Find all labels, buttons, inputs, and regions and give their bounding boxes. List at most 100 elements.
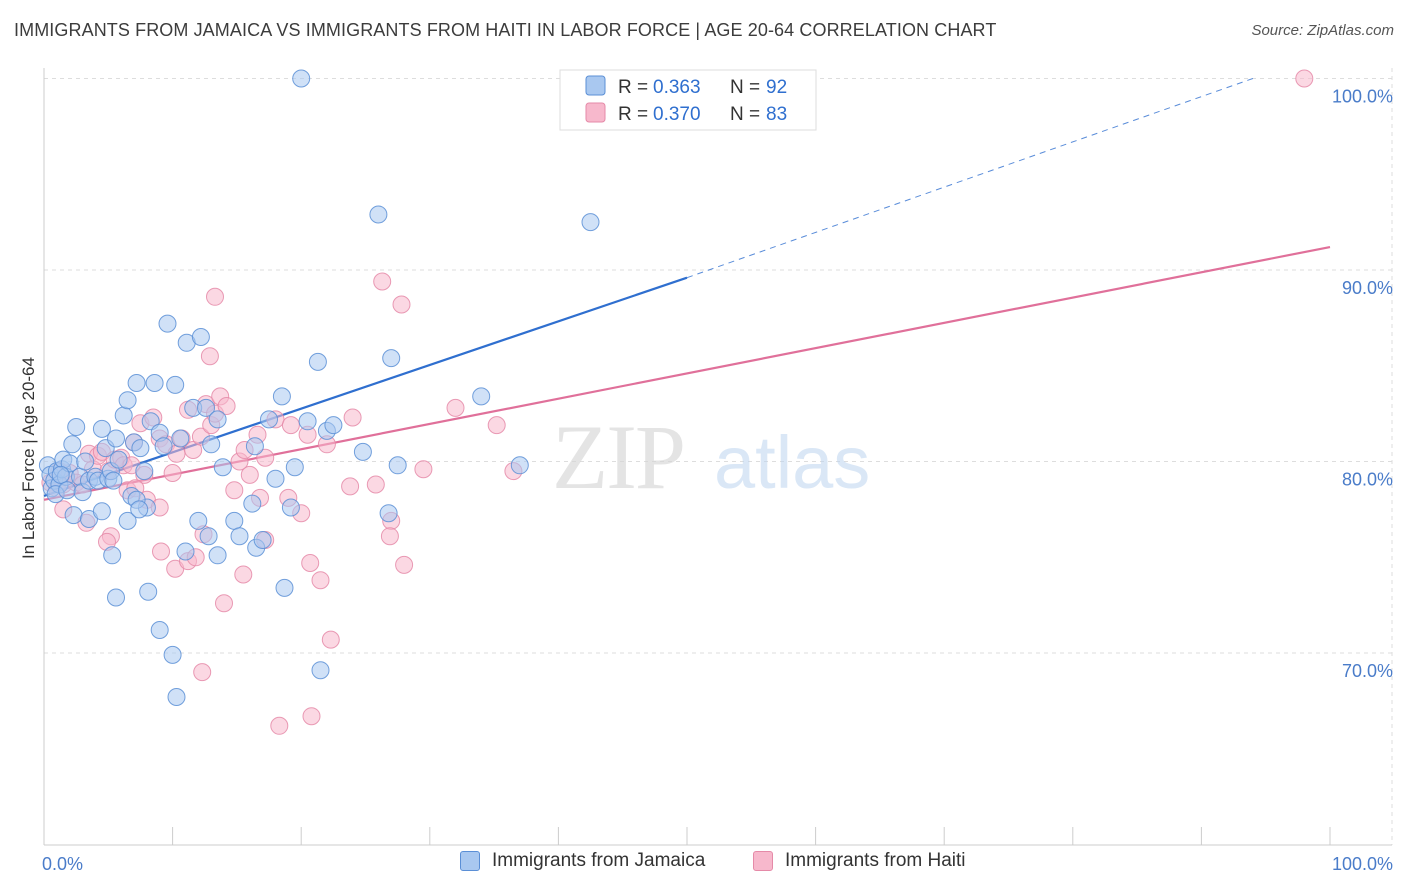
point-jamaica [135,462,154,481]
point-haiti [395,555,414,574]
point-jamaica [92,502,111,521]
x-tick-label-min: 0.0% [42,854,83,874]
point-jamaica [150,621,169,639]
point-jamaica [171,429,190,448]
point-jamaica [272,387,291,406]
legend-swatch-haiti [585,102,606,123]
y-tick-label: 100.0% [1332,87,1393,107]
legend-item-haiti[interactable]: Immigrants from Haiti [753,850,966,872]
point-haiti [225,481,244,500]
legend-swatch [753,851,773,871]
legend-r-label-jamaica: R = [618,77,648,98]
legend-item-jamaica[interactable]: Immigrants from Jamaica [460,850,705,872]
point-haiti [281,416,300,435]
y-tick-label: 80.0% [1342,470,1393,490]
point-jamaica [76,452,95,471]
trend-lines [43,78,1331,501]
trend-line-jamaica [43,276,688,498]
point-haiti [206,287,224,306]
legend-n-value-haiti: 83 [766,104,787,125]
point-jamaica [197,398,215,417]
point-jamaica [63,435,82,454]
legend-n-value-jamaica: 92 [766,77,787,98]
point-jamaica [139,582,158,601]
stats-legend: R = 0.363 N = 92 R = 0.370 N = 83 [559,69,817,131]
point-jamaica [382,349,401,368]
point-jamaica [472,387,491,406]
point-jamaica [510,456,529,475]
point-jamaica [130,500,149,519]
point-haiti [1295,69,1314,88]
point-jamaica [114,406,133,425]
watermark-atlas: atlas [714,421,870,504]
point-jamaica [107,429,125,448]
point-jamaica [230,527,249,546]
point-jamaica [292,69,311,88]
point-haiti [270,716,289,735]
point-jamaica [285,458,304,477]
point-haiti [234,565,253,584]
point-jamaica [253,531,272,549]
point-jamaica [92,419,111,438]
legend-label-haiti: Immigrants from Haiti [785,850,966,871]
point-haiti [380,527,399,546]
point-jamaica [308,352,327,371]
point-haiti [240,465,259,484]
point-haiti [152,542,170,561]
point-jamaica [163,645,182,664]
point-haiti [446,398,465,417]
point-jamaica [104,471,123,490]
point-jamaica [189,511,208,530]
legend-n-label-haiti: N = [730,104,760,125]
point-haiti [256,448,275,467]
watermark: ZIP atlas [552,406,870,508]
point-jamaica [225,511,244,530]
point-jamaica [64,506,83,525]
point-jamaica [208,546,227,565]
point-jamaica [118,511,137,530]
point-haiti [193,663,212,682]
point-haiti [373,272,392,291]
point-jamaica [243,494,262,513]
legend-r-label-haiti: R = [618,104,648,125]
point-haiti [321,630,340,649]
point-haiti [392,295,411,314]
watermark-zip: ZIP [552,406,684,508]
legend-r-value-jamaica: 0.363 [653,77,701,98]
point-haiti [184,441,203,459]
point-jamaica [103,546,122,565]
point-haiti [163,464,182,482]
point-jamaica [118,391,137,410]
legend-n-label-jamaica: N = [730,77,760,98]
point-haiti [200,347,219,366]
point-haiti [302,707,321,726]
point-jamaica [107,588,125,607]
point-jamaica [166,375,185,394]
point-haiti [414,460,433,479]
point-jamaica [581,213,600,232]
point-jamaica [266,469,285,488]
legend-label-jamaica: Immigrants from Jamaica [492,850,706,871]
point-jamaica [199,527,218,546]
point-jamaica [353,442,372,461]
point-jamaica [145,374,164,392]
legend-swatch [460,851,480,871]
legend-r-value-haiti: 0.370 [653,104,701,125]
chart-title: IMMIGRANTS FROM JAMAICA VS IMMIGRANTS FR… [14,20,997,40]
point-jamaica [369,205,388,224]
point-jamaica [58,481,77,500]
point-jamaica [388,456,407,475]
point-jamaica [298,412,317,431]
point-haiti [217,397,236,415]
point-haiti [341,477,360,496]
point-jamaica [51,465,70,484]
point-jamaica [176,542,195,561]
point-jamaica [311,661,330,680]
point-jamaica [154,437,173,456]
y-axis-label: In Labor Force | Age 20-64 [19,357,38,559]
point-jamaica [202,435,221,454]
point-haiti [366,475,385,494]
point-jamaica [245,437,264,456]
point-haiti [215,594,233,613]
